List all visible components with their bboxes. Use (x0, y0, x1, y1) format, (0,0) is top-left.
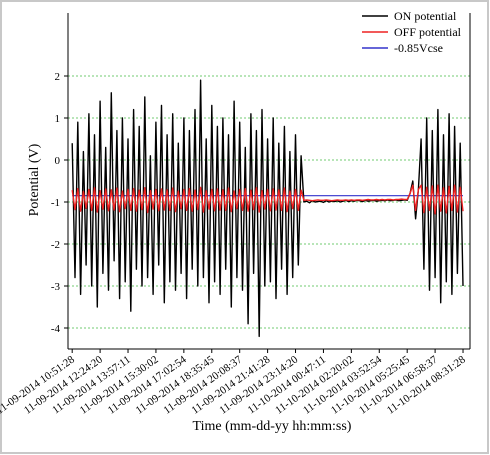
y-tick-label: 0 (55, 155, 61, 167)
series-line (71, 79, 464, 338)
legend-label: OFF potential (394, 25, 462, 39)
y-tick-label: -3 (51, 281, 61, 293)
series-line (71, 184, 464, 215)
legend-label: -0.85Vcse (394, 41, 443, 55)
y-tick-label: -2 (51, 239, 60, 251)
legend-label: ON potential (394, 9, 457, 23)
x-axis-label: Time (mm-dd-yy hh:mm:ss) (193, 419, 352, 434)
y-tick-label: 1 (55, 113, 61, 125)
y-axis-label: Potential (V) (27, 143, 42, 216)
y-tick-label: -4 (51, 323, 61, 335)
y-tick-label: 2 (55, 71, 61, 83)
y-tick-label: -1 (51, 197, 60, 209)
